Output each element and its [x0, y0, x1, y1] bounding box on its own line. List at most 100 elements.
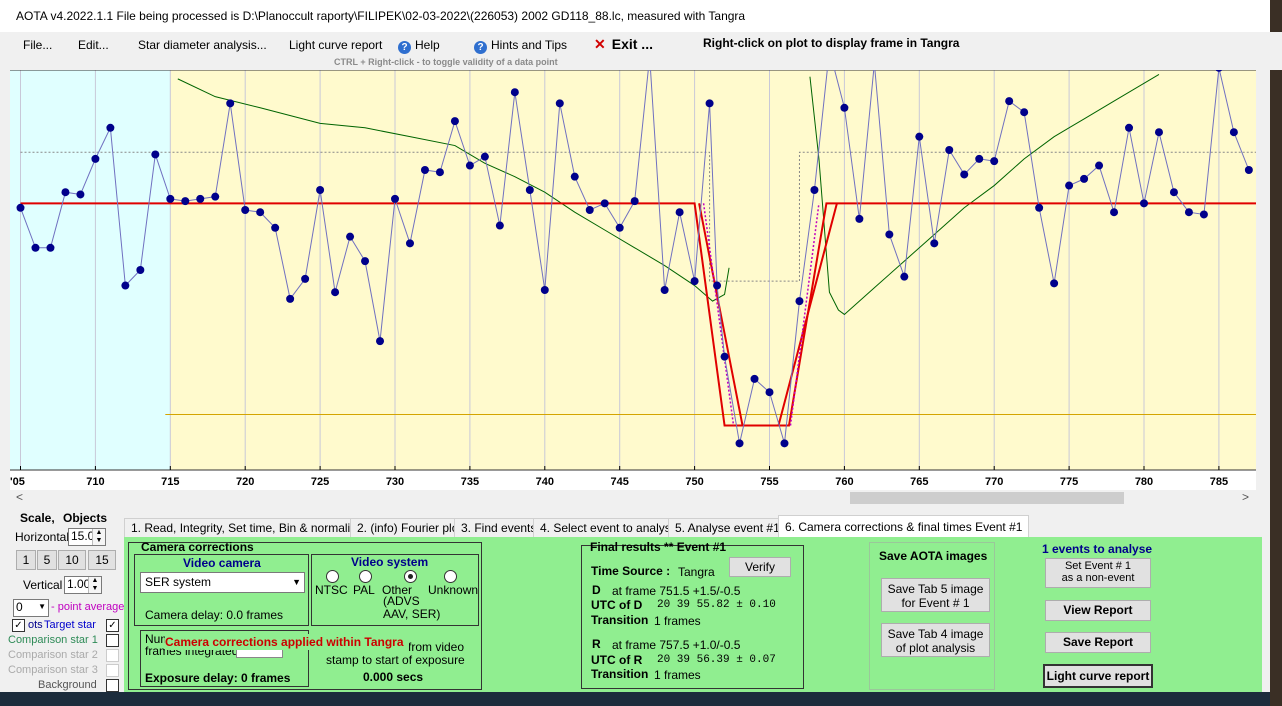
scale-preset-15-button[interactable]: 15: [88, 550, 116, 570]
spin-arrows-icon[interactable]: ▲ ▼: [92, 529, 105, 545]
objects-header: Objects: [63, 511, 108, 525]
background-checkbox[interactable]: [106, 679, 119, 692]
comparison-star-1-checkbox[interactable]: [106, 634, 119, 647]
plot-canvas[interactable]: '05 710 715 720 725 730 735 740 745 750 755 760 765 7…: [10, 70, 1256, 490]
other-detail: (ADVS AAV, SER): [383, 594, 441, 621]
target-star-label: Target star: [44, 619, 96, 631]
verify-button[interactable]: Verify: [729, 557, 791, 577]
utc-d-value: 20 39 55.82 ± 0.10: [657, 599, 776, 611]
data-point: [166, 194, 175, 203]
exit-menu[interactable]: ✕ Exit ...: [594, 36, 653, 53]
data-point: [930, 239, 939, 248]
d-label: D: [592, 583, 601, 597]
event-model-inner: [698, 203, 838, 427]
stamp-line-2: stamp to start of exposure: [326, 653, 465, 667]
scale-preset-1-button[interactable]: 1: [16, 550, 36, 570]
title-bar: AOTA v4.2022.1.1 File being processed is…: [0, 0, 1282, 32]
scroll-right-icon[interactable]: >: [1242, 490, 1250, 504]
star-diameter-menu[interactable]: Star diameter analysis...: [138, 38, 267, 52]
light-curve-report-button[interactable]: Light curve report: [1043, 664, 1153, 688]
stamp-line-1: from video: [408, 640, 465, 654]
pal-radio[interactable]: [359, 570, 372, 583]
vertical-scale-input[interactable]: 1.00 ▲ ▼: [64, 576, 102, 594]
data-point: [226, 99, 235, 108]
data-point: [1050, 279, 1059, 288]
data-point: [915, 132, 924, 141]
file-menu[interactable]: File...: [23, 38, 53, 52]
data-point: [16, 203, 25, 212]
data-point: [810, 186, 819, 194]
tab-find-events[interactable]: 3. Find events: [454, 518, 544, 537]
data-point: [331, 288, 340, 297]
hints-menu[interactable]: ? Hints and Tips: [474, 38, 567, 54]
data-point: [256, 208, 265, 217]
tab-read-integrity[interactable]: 1. Read, Integrity, Set time, Bin & norm…: [124, 518, 370, 537]
target-star-checkbox[interactable]: ✓: [106, 619, 119, 632]
ntsc-label: NTSC: [315, 583, 348, 597]
scroll-left-icon[interactable]: <: [16, 490, 24, 504]
reference-dotted-line: [20, 151, 1256, 282]
data-point: [196, 194, 205, 203]
save-report-button[interactable]: Save Report: [1045, 632, 1151, 653]
utc-d-label: UTC of D: [591, 598, 643, 612]
scroll-thumb[interactable]: [850, 492, 1124, 504]
scale-preset-5-button[interactable]: 5: [37, 550, 57, 570]
data-point: [1244, 166, 1253, 174]
comparison-star-line-1: [177, 78, 730, 302]
data-point: [301, 274, 310, 283]
tab-analyse-event[interactable]: 5. Analyse event #1: [668, 518, 787, 537]
data-point: [31, 243, 40, 252]
dots-label: ots: [28, 619, 43, 631]
save-tab5-image-button[interactable]: Save Tab 5 image for Event # 1: [881, 578, 990, 612]
data-point: [1215, 70, 1223, 72]
right-click-hint: Right-click on plot to display frame in …: [703, 36, 960, 50]
spin-arrows-icon[interactable]: ▲ ▼: [88, 577, 101, 593]
num-frames-label: Num: [145, 632, 171, 646]
set-non-event-button[interactable]: Set Event # 1 as a non-event: [1045, 558, 1151, 588]
camera-select[interactable]: SER system ▼: [140, 572, 305, 593]
data-point: [570, 172, 579, 181]
data-point: [91, 154, 100, 163]
help-menu[interactable]: ? Help: [398, 38, 440, 54]
data-point: [405, 239, 414, 248]
ntsc-radio[interactable]: [326, 570, 339, 583]
tab-fourier[interactable]: 2. (info) Fourier plot: [350, 518, 469, 537]
save-tab4-image-button[interactable]: Save Tab 4 image of plot analysis: [881, 623, 990, 657]
x-tick-label: 720: [236, 476, 254, 488]
comparison-star-3-checkbox[interactable]: [106, 664, 119, 677]
light-curve-plot[interactable]: '05 710 715 720 725 730 735 740 745 750 755 760 765 7…: [10, 70, 1256, 490]
data-point: [1169, 188, 1178, 197]
tab-select-event[interactable]: 4. Select event to analyse: [533, 518, 685, 537]
data-point: [480, 152, 489, 161]
data-point: [660, 286, 669, 294]
comparison-star-2-checkbox[interactable]: [106, 649, 119, 662]
data-point: [705, 99, 714, 108]
data-point: [690, 277, 699, 286]
d-frame: at frame 751.5 +1.5/-0.5: [612, 584, 741, 598]
scale-preset-10-button[interactable]: 10: [58, 550, 86, 570]
data-point: [765, 388, 774, 397]
data-point: [795, 297, 804, 306]
horizontal-scale-input[interactable]: 15.0 ▲ ▼: [68, 528, 106, 546]
view-report-button[interactable]: View Report: [1045, 600, 1151, 621]
edit-menu[interactable]: Edit...: [78, 38, 109, 52]
unknown-radio[interactable]: [444, 570, 457, 583]
point-average-select[interactable]: 0 ▼: [13, 599, 49, 617]
data-point: [750, 374, 759, 383]
tab-camera-corrections[interactable]: 6. Camera corrections & final times Even…: [778, 515, 1030, 538]
exit-label: Exit ...: [611, 36, 653, 52]
comparison-star-line-2: [809, 74, 1160, 316]
plot-scrollbar[interactable]: < >: [10, 490, 1256, 506]
dots-checkbox[interactable]: ✓: [12, 619, 25, 632]
data-point: [555, 99, 564, 108]
light-curve-report-menu[interactable]: Light curve report: [289, 38, 383, 52]
comparison-star-1-label: Comparison star 1: [8, 634, 98, 646]
time-source-value: Tangra: [678, 565, 715, 579]
data-point: [630, 197, 639, 206]
x-tick-label: 725: [311, 476, 329, 488]
save-tab5-line-2: for Event # 1: [901, 596, 970, 610]
frames-integrated-group: [140, 630, 309, 687]
r-transition-label: Transition: [591, 667, 649, 681]
other-radio[interactable]: [404, 570, 417, 583]
target-star-line: [20, 70, 1250, 444]
